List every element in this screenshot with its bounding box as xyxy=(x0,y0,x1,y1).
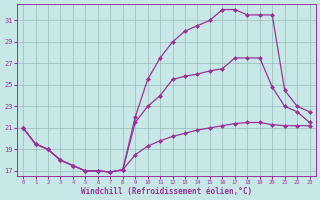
X-axis label: Windchill (Refroidissement éolien,°C): Windchill (Refroidissement éolien,°C) xyxy=(81,187,252,196)
